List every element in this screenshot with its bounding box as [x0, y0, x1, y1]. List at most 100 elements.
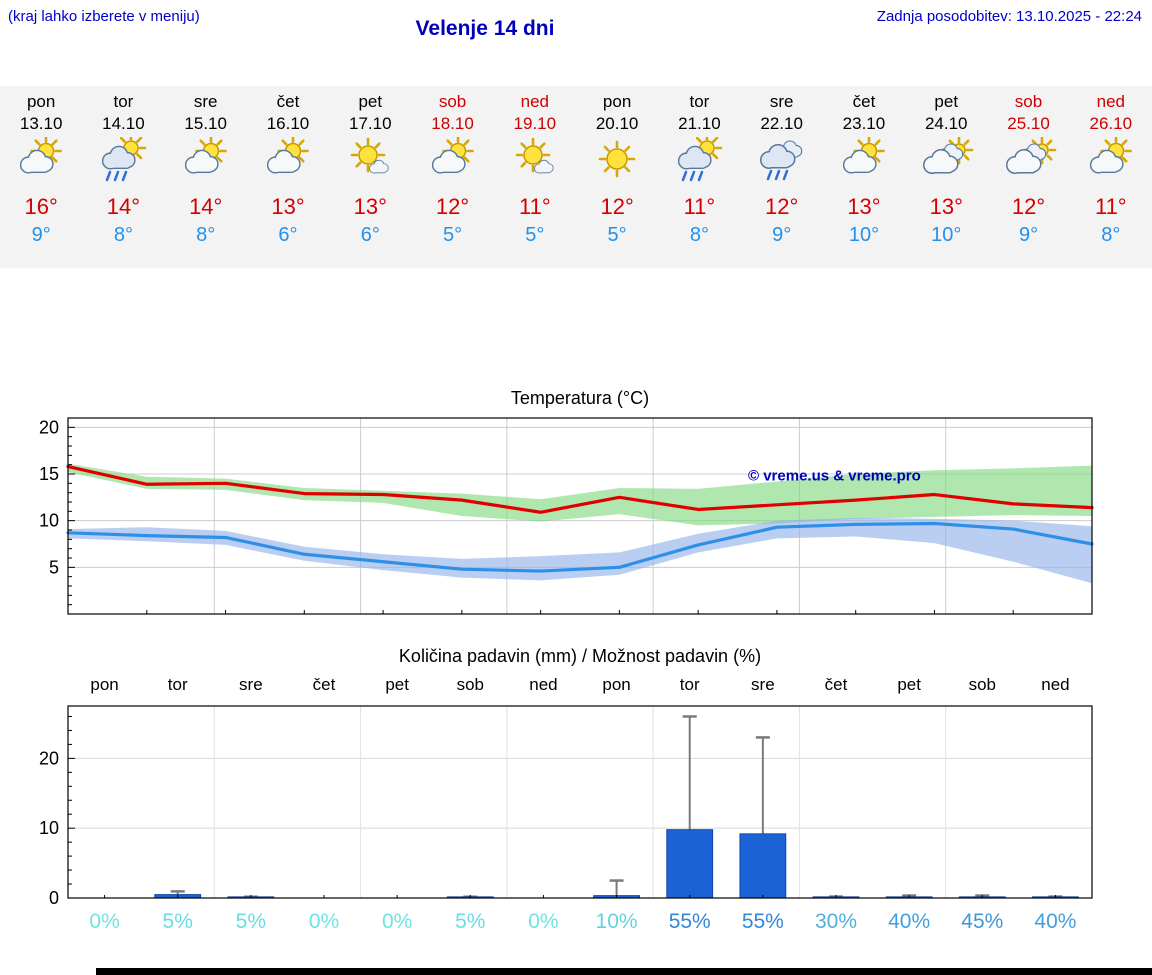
min-temperature: 8° [1101, 224, 1121, 246]
temp-min-range [68, 517, 1092, 584]
max-temperature: 11° [683, 194, 716, 219]
max-temperature: 12° [600, 194, 634, 219]
forecast-strip: pon 13.10 16° 9° tor 14.10 14° 8° sre 15.10 14° 8° č… [0, 86, 1152, 268]
day-name: čet [852, 92, 876, 111]
day-date: 22.10 [760, 114, 803, 133]
precip-day-label: ned [529, 675, 557, 694]
precip-day-label: tor [168, 675, 188, 694]
forecast-day-column[interactable]: tor 21.10 11° 8° [658, 86, 740, 268]
precip-percent-label: 40% [1034, 910, 1076, 933]
day-name: ned [1096, 92, 1125, 111]
temp-plot-border [67, 417, 1093, 615]
day-name: sob [438, 92, 467, 111]
day-name: čet [276, 92, 300, 111]
min-temperature: 9° [31, 224, 51, 246]
temp-max-line [66, 464, 1094, 514]
precip-day-label: čet [313, 675, 336, 694]
partly-cloudy-icon [823, 135, 905, 187]
day-name: pon [602, 92, 632, 111]
max-temperature: 13° [271, 194, 305, 219]
last-update-text: Zadnja posodobitev: 13.10.2025 - 22:24 [876, 8, 1142, 25]
cloudy-icon [987, 135, 1069, 187]
precip-percent-label: 5% [163, 910, 193, 933]
forecast-day-column[interactable]: pet 24.10 13° 10° [905, 86, 987, 268]
forecast-day-column[interactable]: pon 20.10 12° 5° [576, 86, 658, 268]
min-temperature: 6° [360, 224, 380, 246]
y-tick-label: 15 [39, 464, 59, 484]
precip-day-label: pon [90, 675, 118, 694]
y-tick-label: 20 [39, 417, 59, 437]
forecast-day-column[interactable]: čet 16.10 13° 6° [247, 86, 329, 268]
day-name: sob [1014, 92, 1043, 111]
min-temperature: 9° [1018, 224, 1039, 246]
min-temperature: 10° [931, 224, 962, 246]
precip-day-label: pet [897, 675, 921, 694]
forecast-day-column[interactable]: sob 18.10 12° 5° [411, 86, 493, 268]
min-temperature: 5° [607, 224, 627, 246]
day-name: tor [113, 92, 134, 111]
sun-rain-icon [82, 132, 164, 187]
day-name: tor [689, 92, 710, 111]
forecast-day-column[interactable]: sob 25.10 12° 9° [987, 86, 1069, 268]
forecast-day-column[interactable]: ned 19.10 11° 5° [494, 86, 576, 268]
mostly-sunny-icon [494, 137, 576, 187]
min-temperature: 10° [848, 224, 880, 246]
precip-percent-label: 45% [961, 910, 1003, 933]
day-date: 23.10 [842, 114, 886, 133]
forecast-day-column[interactable]: ned 26.10 11° 8° [1070, 86, 1152, 268]
forecast-day-column[interactable]: pet 17.10 13° 6° [329, 86, 411, 268]
day-date: 25.10 [1007, 114, 1050, 133]
day-name: pet [358, 92, 383, 111]
max-temperature: 13° [929, 194, 963, 219]
max-temperature: 16° [24, 194, 58, 219]
day-date: 13.10 [19, 114, 63, 133]
precip-bar [666, 829, 714, 899]
bottom-bar [96, 968, 1152, 975]
forecast-day-column[interactable]: sre 15.10 14° 8° [165, 86, 247, 268]
max-temperature: 12° [1011, 194, 1046, 219]
day-date: 15.10 [184, 114, 227, 133]
min-temperature: 9° [772, 224, 792, 246]
min-temperature: 6° [278, 224, 298, 246]
day-date: 14.10 [102, 114, 145, 133]
temperature-chart-title: Temperatura (°C) [510, 388, 650, 408]
precip-percent-label: 0% [89, 910, 119, 933]
min-temperature: 5° [442, 224, 463, 246]
partly-cloudy-icon [1070, 135, 1152, 187]
min-temperature: 8° [689, 224, 709, 246]
day-name: sre [769, 92, 794, 111]
mostly-sunny-icon [329, 137, 411, 187]
menu-hint-note: (kraj lahko izberete v meniju) [8, 8, 200, 25]
forecast-day-column[interactable]: čet 23.10 13° 10° [823, 86, 905, 268]
day-date: 26.10 [1089, 114, 1133, 133]
precip-day-label: čet [825, 675, 848, 694]
temp-min-line [66, 521, 1094, 573]
watermark-link[interactable]: © vreme.us & vreme.pro [748, 468, 921, 485]
precip-percent-label: 55% [669, 910, 711, 933]
precip-percent-label: 5% [236, 910, 266, 933]
day-name: pon [26, 92, 56, 111]
precip-day-label: tor [680, 675, 700, 694]
day-date: 21.10 [678, 114, 721, 133]
precip-percent-label: 0% [309, 910, 339, 933]
max-temperature: 12° [435, 194, 470, 219]
precip-day-label: ned [1041, 675, 1069, 694]
temperature-chart: 5 10 15 20 © vreme.us & vreme.pro [39, 417, 1094, 615]
precip-plot-area [68, 706, 1092, 898]
forecast-day-column[interactable]: tor 14.10 14° 8° [82, 86, 164, 268]
day-date: 17.10 [348, 114, 392, 133]
day-date: 18.10 [431, 114, 474, 133]
max-temperature: 13° [353, 194, 387, 219]
precip-day-label: sob [457, 675, 484, 694]
precip-percent-label: 10% [596, 910, 638, 933]
max-temperature: 11° [519, 194, 551, 219]
min-temperature: 8° [196, 224, 216, 246]
min-temperature: 5° [525, 224, 545, 246]
precip-day-label: sre [751, 675, 775, 694]
max-temperature: 13° [847, 194, 881, 219]
day-name: ned [520, 92, 550, 111]
forecast-day-column[interactable]: sre 22.10 12° 9° [741, 86, 823, 268]
forecast-day-column[interactable]: pon 13.10 16° 9° [0, 86, 82, 268]
rain-icon [741, 137, 823, 187]
max-temperature: 14° [106, 194, 141, 219]
